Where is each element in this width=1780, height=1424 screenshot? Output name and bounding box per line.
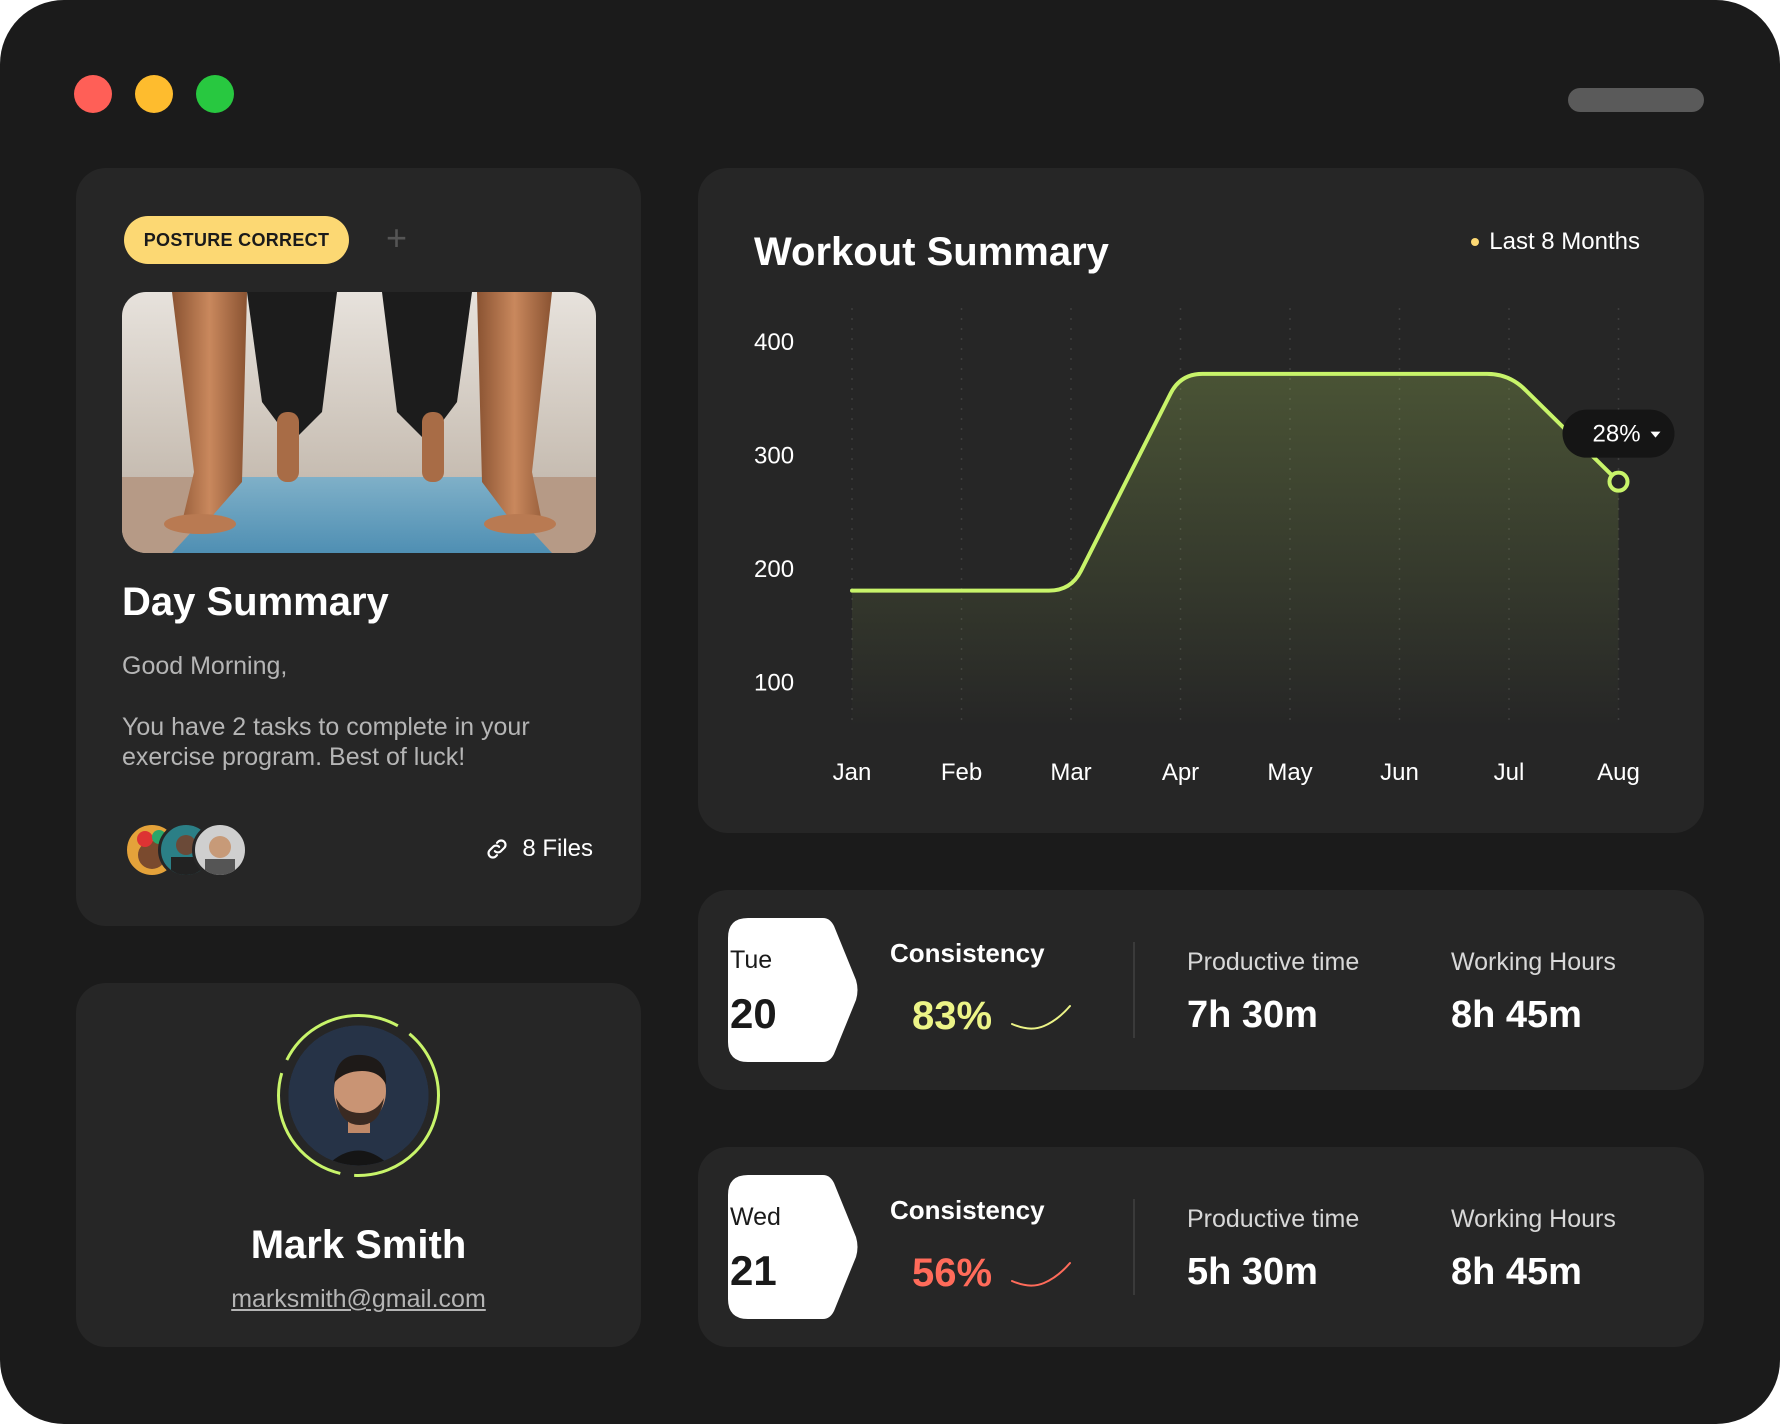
weekday-label: Wed: [730, 1203, 781, 1231]
period-label: Last 8 Months: [1489, 228, 1640, 255]
maximize-window-button[interactable]: [196, 75, 234, 113]
profile-card: Mark Smith marksmith@gmail.com: [76, 983, 641, 1347]
day-number: 20: [730, 990, 777, 1037]
profile-email-link[interactable]: marksmith@gmail.com: [231, 1285, 486, 1313]
workout-summary-card: Workout Summary Last 8 Months Jan Feb Mar A…: [698, 168, 1704, 833]
date-tile: [728, 1175, 858, 1319]
avatar[interactable]: [192, 822, 248, 878]
minimize-window-button[interactable]: [135, 75, 173, 113]
participant-avatars[interactable]: [124, 822, 264, 878]
tooltip-value: 28%: [1593, 421, 1641, 448]
profile-avatar[interactable]: [276, 1013, 441, 1178]
working-hours-value: 8h 45m: [1451, 994, 1582, 1036]
y-tick-label: 100: [754, 670, 794, 697]
trend-sparkline-icon: [1011, 1262, 1071, 1287]
consistency-value: 83%: [912, 994, 993, 1038]
greeting-text: Good Morning,: [122, 652, 288, 680]
working-hours-label: Working Hours: [1451, 1205, 1616, 1233]
x-tick-label: Jun: [1380, 759, 1419, 786]
x-tick-label: Apr: [1162, 759, 1199, 786]
productive-time-label: Productive time: [1187, 948, 1360, 976]
trend-sparkline-icon: [1011, 1005, 1071, 1030]
day-summary-card: POSTURE CORRECT +: [76, 168, 641, 926]
tasks-message: You have 2 tasks to complete in your exe…: [122, 713, 530, 771]
working-hours-value: 8h 45m: [1451, 1251, 1582, 1293]
files-label: 8 Files: [522, 835, 593, 862]
y-tick-label: 300: [754, 443, 794, 470]
y-tick-label: 400: [754, 329, 794, 356]
productive-time-value: 7h 30m: [1187, 994, 1318, 1036]
profile-name: Mark Smith: [250, 1223, 467, 1267]
consistency-value: 56%: [912, 1251, 993, 1295]
workout-photo: [122, 292, 596, 553]
consistency-label: Consistency: [890, 1195, 1045, 1225]
divider: [1133, 942, 1135, 1038]
plus-icon[interactable]: +: [386, 217, 408, 258]
highlight-point: [1607, 470, 1630, 493]
day-number: 21: [730, 1247, 777, 1294]
avatar[interactable]: [158, 822, 214, 878]
area-fill: [852, 373, 1619, 728]
link-icon: [487, 839, 507, 859]
files-link[interactable]: 8 Files: [484, 835, 593, 863]
period-filter[interactable]: Last 8 Months: [1471, 228, 1640, 256]
divider: [1133, 1199, 1135, 1295]
series-line: [850, 371, 1621, 593]
weekday-label: Tue: [730, 946, 773, 974]
day-summary-title: Day Summary: [122, 580, 389, 624]
workout-line-chart: Jan Feb Mar Apr May Jun Jul Aug 400 300 200 100 28%: [754, 308, 1675, 786]
daily-stats-card[interactable]: Tue 20 Consistency 83% Productive time 7…: [698, 890, 1704, 1090]
daily-stats-card[interactable]: Wed 21 Consistency 56% Productive time 5…: [698, 1147, 1704, 1347]
period-dot-icon: [1471, 238, 1480, 246]
productive-time-value: 5h 30m: [1187, 1251, 1318, 1293]
productive-time-label: Productive time: [1187, 1205, 1360, 1233]
posture-badge[interactable]: POSTURE CORRECT: [124, 216, 349, 264]
x-tick-label: Jan: [833, 759, 872, 786]
caret-down-icon: [1650, 431, 1661, 438]
x-tick-label: Feb: [941, 759, 982, 786]
date-tile: [728, 918, 858, 1062]
y-tick-label: 200: [754, 556, 794, 583]
consistency-label: Consistency: [890, 938, 1045, 968]
tooltip-pill: [1562, 409, 1675, 458]
workout-title: Workout Summary: [754, 230, 1109, 274]
x-tick-label: Mar: [1050, 759, 1091, 786]
x-tick-label: May: [1267, 759, 1312, 786]
x-tick-label: Jul: [1494, 759, 1525, 786]
x-tick-label: Aug: [1597, 759, 1640, 786]
close-window-button[interactable]: [74, 75, 112, 113]
working-hours-label: Working Hours: [1451, 948, 1616, 976]
window-toolbar-pill[interactable]: [1568, 88, 1704, 112]
